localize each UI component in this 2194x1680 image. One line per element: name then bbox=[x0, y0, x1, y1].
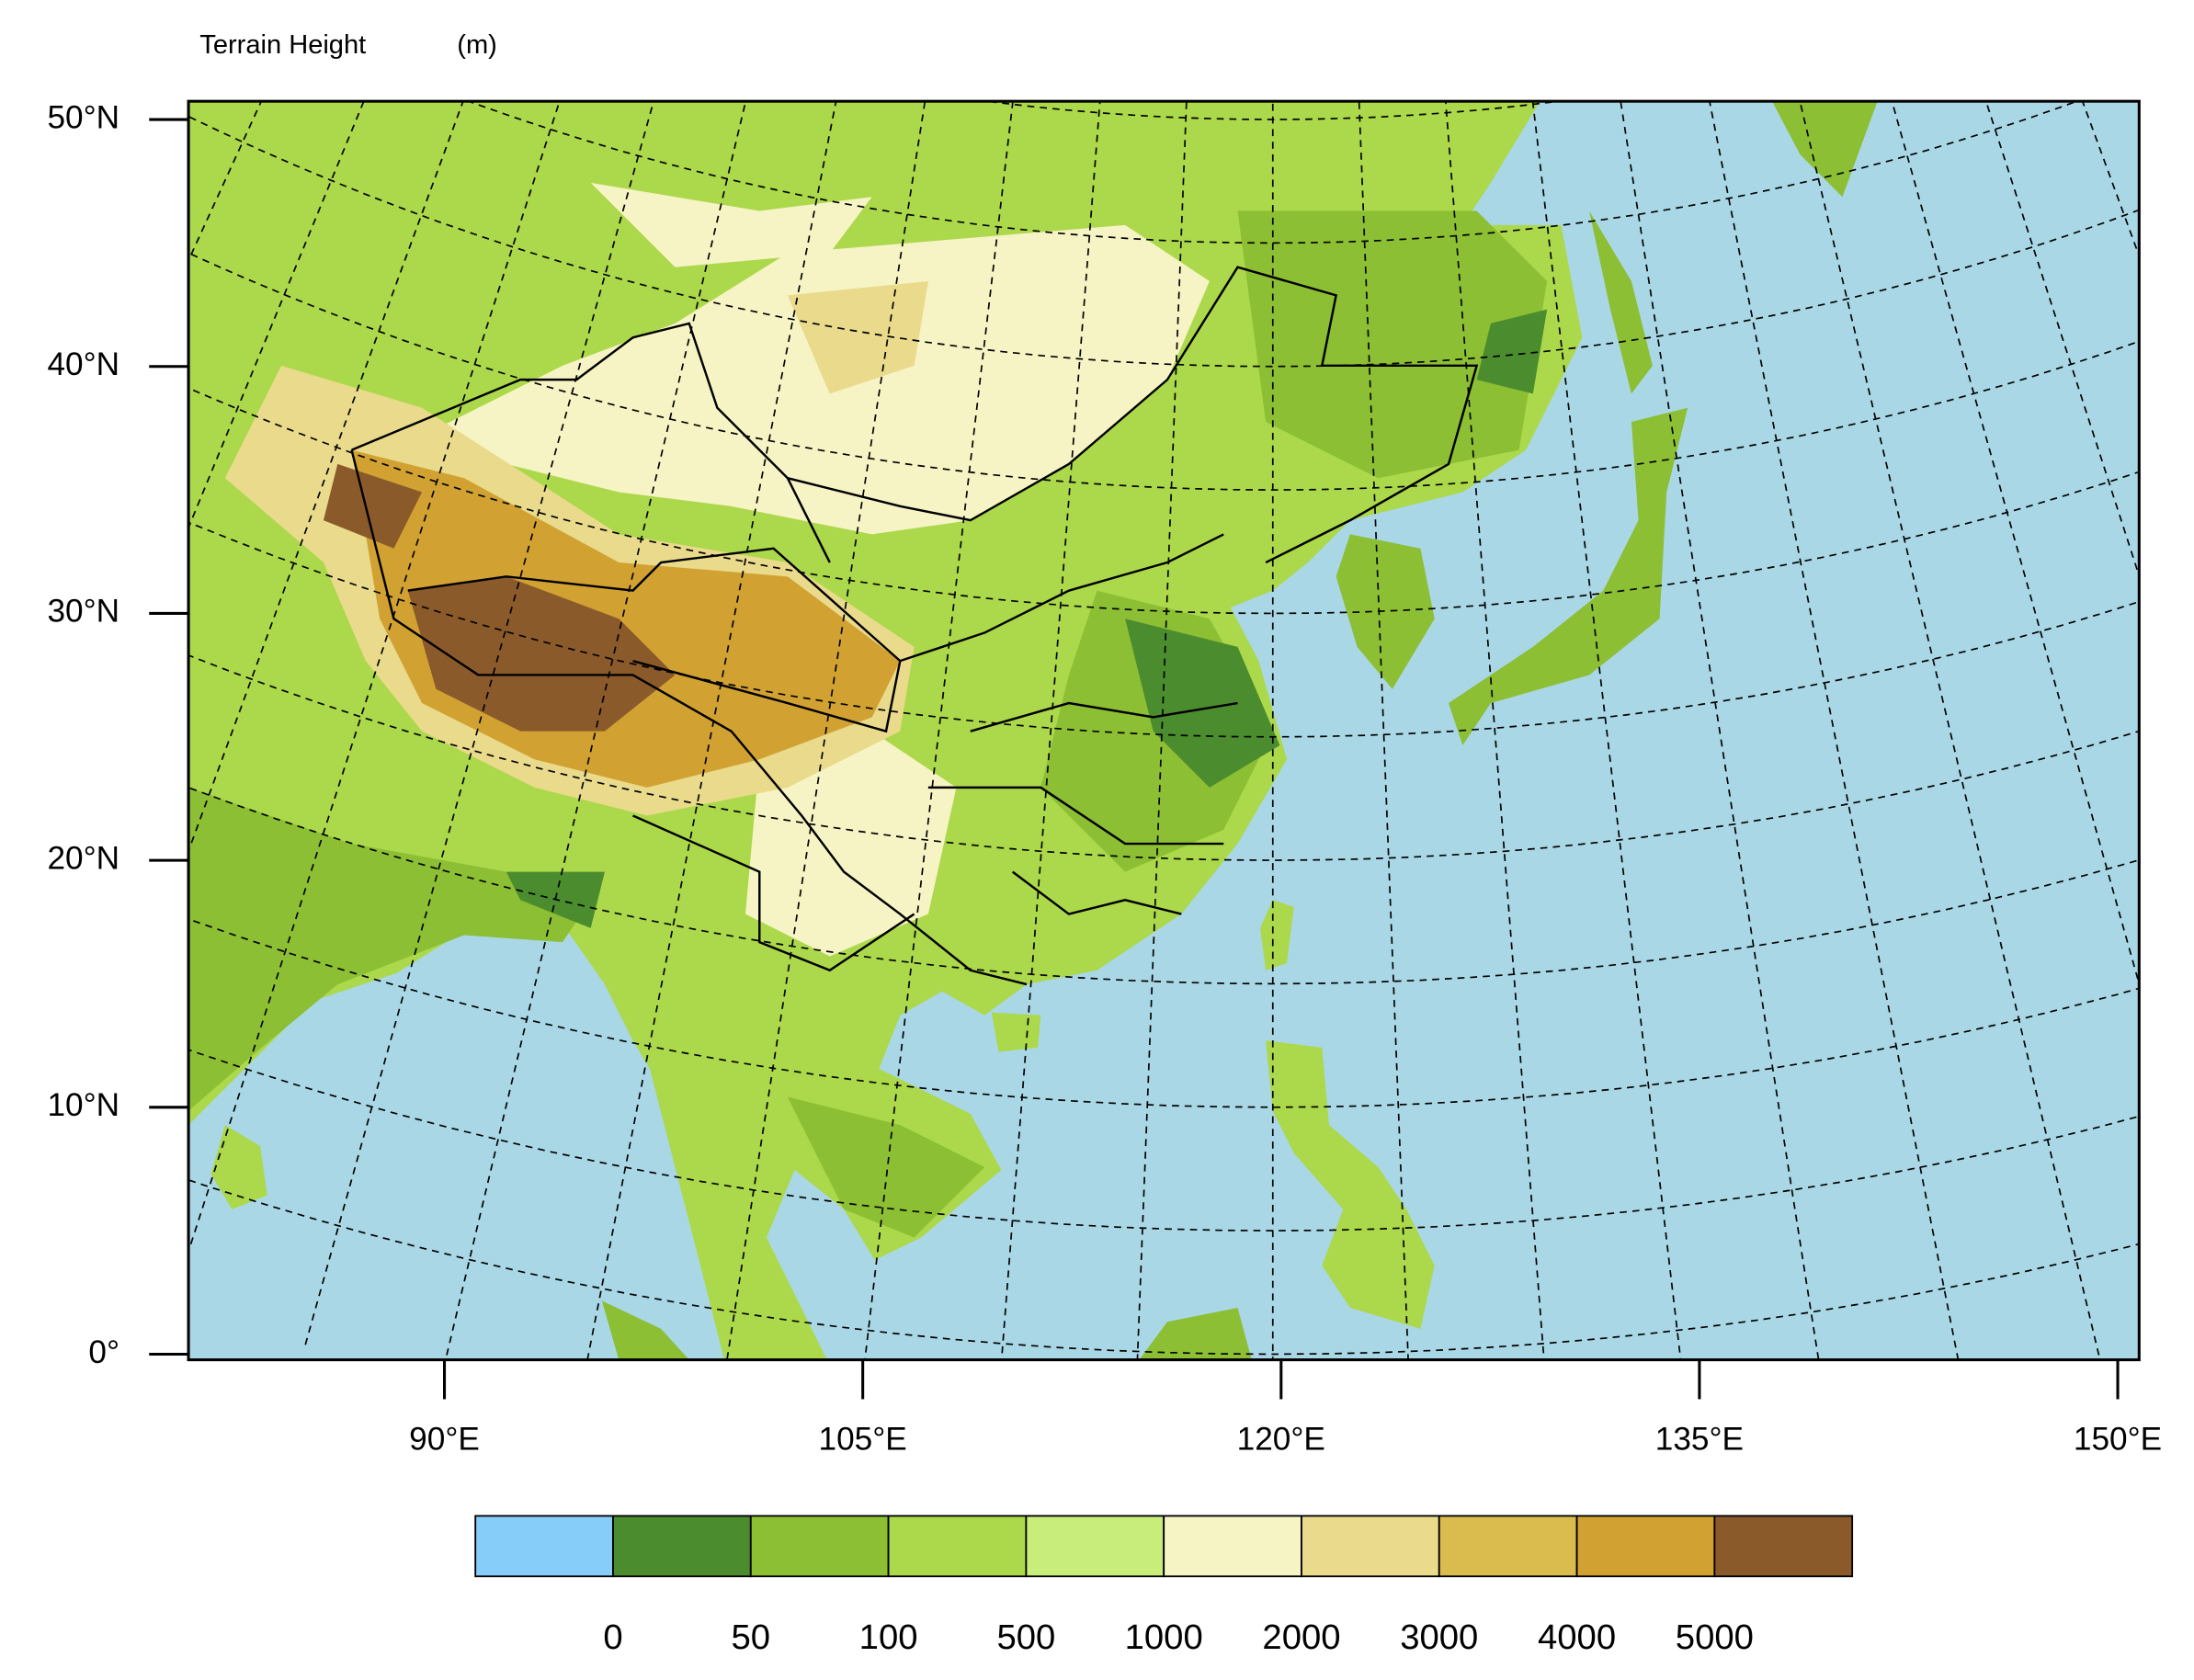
meridian bbox=[188, 101, 561, 1254]
province-border bbox=[407, 477, 1238, 915]
meridian bbox=[1984, 101, 2140, 579]
meridian bbox=[444, 101, 747, 1360]
colorbar-box bbox=[1438, 1515, 1578, 1578]
island-taiwan bbox=[1259, 900, 1294, 971]
colorbar-box bbox=[749, 1515, 890, 1578]
meridian bbox=[1709, 101, 1960, 1360]
colorbar-label: 1000 bbox=[1125, 1618, 1203, 1657]
meridian bbox=[188, 101, 365, 530]
lat-tick-label: 20°N bbox=[47, 840, 119, 876]
lon-tick-label: 120°E bbox=[1237, 1422, 1325, 1458]
lon-tick-label: 105°E bbox=[819, 1422, 907, 1458]
lat-tick-label: 30°N bbox=[47, 594, 119, 630]
island-sumatra bbox=[601, 1300, 1252, 1360]
colorbar-box bbox=[474, 1515, 614, 1578]
colorbar-label: 50 bbox=[732, 1618, 771, 1657]
meridian bbox=[1531, 101, 1682, 1360]
meridian bbox=[864, 101, 1014, 1360]
map-units: (m) bbox=[457, 30, 497, 60]
lat-tick-label: 50°N bbox=[47, 99, 119, 135]
country-border bbox=[350, 266, 1479, 986]
meridian bbox=[304, 101, 655, 1345]
meridian bbox=[1358, 101, 1409, 1360]
lat-tick-label: 10°N bbox=[47, 1087, 119, 1123]
colorbar-label: 100 bbox=[859, 1618, 918, 1657]
meridian bbox=[1444, 101, 1545, 1360]
colorbar-label: 2000 bbox=[1262, 1618, 1340, 1657]
colorbar-box bbox=[1301, 1515, 1440, 1578]
meridian bbox=[586, 101, 837, 1360]
meridian bbox=[1620, 101, 1820, 1360]
graticule bbox=[188, 101, 2140, 1360]
colorbar-label: 5000 bbox=[1676, 1618, 1754, 1657]
meridian bbox=[726, 101, 926, 1360]
colorbar-box bbox=[1025, 1515, 1165, 1578]
colorbar-label: 4000 bbox=[1538, 1618, 1616, 1657]
meridian bbox=[1000, 101, 1101, 1360]
map-frame bbox=[187, 99, 2141, 1362]
map-title: Terrain Height bbox=[199, 30, 366, 60]
colorbar-box bbox=[887, 1515, 1028, 1578]
colorbar-box bbox=[1575, 1515, 1716, 1578]
land-lowland bbox=[188, 210, 1548, 1238]
lon-tick-label: 150°E bbox=[2074, 1422, 2162, 1458]
lat-tick-label: 40°N bbox=[47, 346, 119, 382]
colorbar-box bbox=[1713, 1515, 1854, 1578]
colorbar-label: 3000 bbox=[1400, 1618, 1478, 1657]
lon-tick-label: 135°E bbox=[1655, 1422, 1744, 1458]
colorbar-label: 0 bbox=[603, 1618, 622, 1657]
parallel bbox=[188, 1179, 2140, 1356]
land-peaks bbox=[323, 463, 676, 732]
colorbar-label: 500 bbox=[996, 1618, 1055, 1657]
meridian bbox=[1799, 101, 2101, 1360]
lat-tick-label: 0° bbox=[88, 1334, 119, 1370]
lon-tick-label: 90°E bbox=[409, 1422, 480, 1458]
colorbar-box bbox=[1163, 1515, 1302, 1578]
axes: 0° 10°N 20°N 30°N 40°N 50°N 90°E 105°E 120°E 135°… bbox=[47, 99, 2162, 1457]
island-korea bbox=[1336, 534, 1435, 689]
island-japan bbox=[1449, 101, 1878, 745]
parallel bbox=[188, 115, 2140, 368]
meridian bbox=[188, 101, 464, 854]
colorbar-box bbox=[612, 1515, 752, 1578]
island-hainan bbox=[991, 1012, 1041, 1052]
island-srilanka bbox=[210, 1125, 267, 1209]
meridian bbox=[1891, 101, 2140, 987]
map-area bbox=[188, 101, 2140, 1360]
colorbar: 0 50 100 500 1000 2000 3000 4000 5000 bbox=[474, 1515, 1854, 1657]
meridian bbox=[1136, 101, 1188, 1360]
island-philippines bbox=[1266, 1040, 1435, 1329]
